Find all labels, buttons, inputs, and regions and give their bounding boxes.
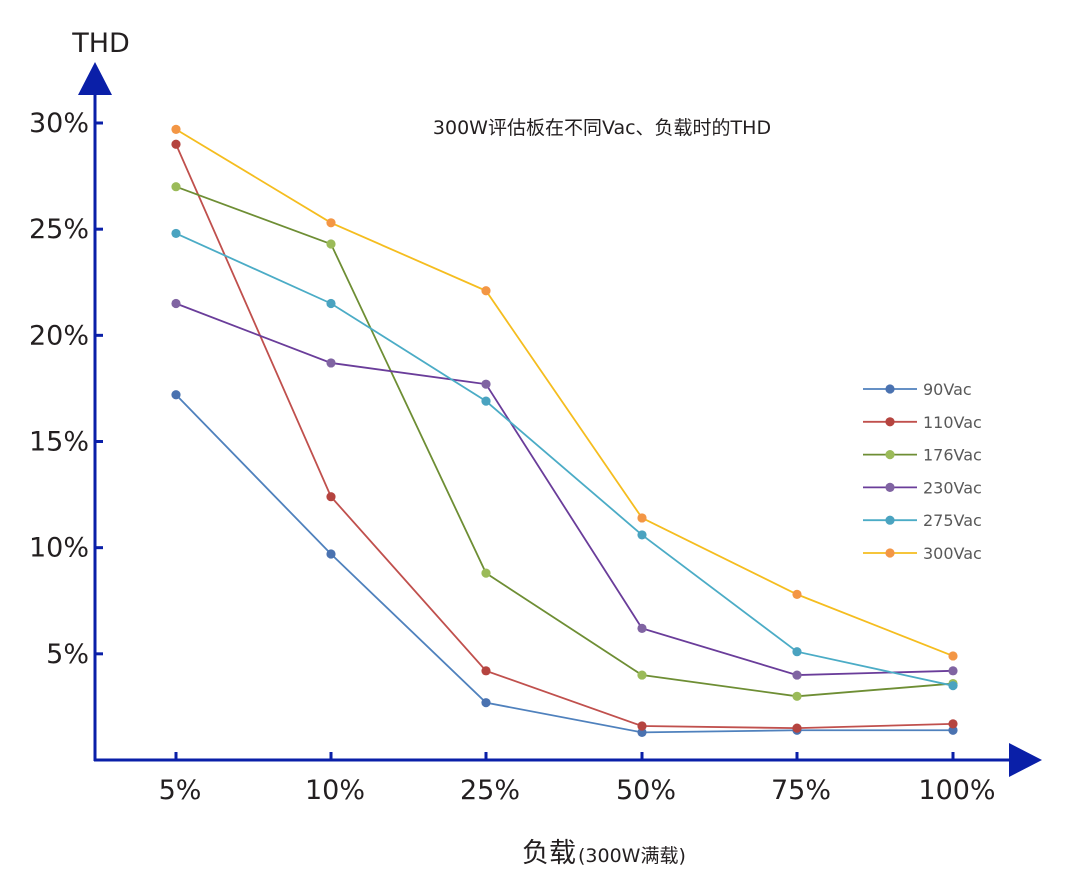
series-110Vac <box>171 139 958 733</box>
x-tick-label: 100% <box>918 775 995 806</box>
legend-label: 110Vac <box>923 413 982 432</box>
data-point <box>326 549 336 559</box>
legend-item: 300Vac <box>863 544 982 563</box>
legend-label: 275Vac <box>923 511 982 530</box>
data-point <box>326 218 336 228</box>
legend-marker <box>885 417 895 427</box>
data-point <box>171 390 181 400</box>
y-axis-label: THD <box>71 28 130 59</box>
series-line <box>175 128 954 657</box>
series-275Vac <box>171 228 958 691</box>
y-tick-label: 15% <box>29 427 89 458</box>
data-point <box>481 286 491 296</box>
x-tick-label: 10% <box>305 775 365 806</box>
legend-marker <box>885 515 895 525</box>
data-point <box>326 358 336 368</box>
y-tick-label: 25% <box>29 214 89 245</box>
legend-label: 176Vac <box>923 446 982 465</box>
series-300Vac <box>171 124 958 661</box>
legend-marker <box>885 482 895 492</box>
axes: 5% 10% 15% 20% 25% 30% 5% 10% 25% 50% 75% 100% <box>29 62 1042 806</box>
series-90Vac <box>171 390 958 737</box>
series-230Vac <box>171 298 958 680</box>
data-point <box>792 647 802 657</box>
data-point <box>481 568 491 578</box>
y-axis-arrow-icon <box>78 62 112 95</box>
data-point <box>792 670 802 680</box>
legend-label: 90Vac <box>923 380 972 399</box>
legend-marker <box>885 450 895 460</box>
x-axis-label: 负载 <box>522 838 576 869</box>
data-point <box>171 228 181 239</box>
x-axis-label-note: (300W满载) <box>578 845 686 867</box>
data-point <box>792 691 802 701</box>
legend-item: 275Vac <box>863 511 982 530</box>
data-point <box>948 725 958 735</box>
legend-item: 176Vac <box>863 446 982 465</box>
x-tick-label: 5% <box>159 775 202 806</box>
data-point <box>481 379 491 389</box>
data-point <box>637 670 647 680</box>
data-point <box>637 727 647 737</box>
data-point <box>637 721 647 731</box>
series-line <box>175 232 954 687</box>
data-point <box>792 589 802 599</box>
data-point <box>948 719 958 729</box>
data-point <box>326 298 336 309</box>
legend-label: 300Vac <box>923 544 982 563</box>
series-line <box>175 394 953 734</box>
data-point <box>326 239 336 249</box>
data-point <box>326 492 336 502</box>
series-176Vac <box>171 182 958 701</box>
data-point <box>171 182 181 192</box>
series-line <box>175 143 954 730</box>
series-line <box>175 302 954 676</box>
legend-item: 110Vac <box>863 413 982 432</box>
x-tick-label: 50% <box>616 775 676 806</box>
data-point <box>948 681 958 691</box>
data-point <box>948 651 958 661</box>
x-axis-arrow-icon <box>1009 743 1042 777</box>
data-point <box>171 298 181 309</box>
chart-title: 300W评估板在不同Vac、负载时的THD <box>433 117 771 139</box>
data-point <box>637 530 647 540</box>
x-tick-label: 25% <box>460 775 520 806</box>
data-point <box>637 513 647 523</box>
data-point <box>637 623 647 633</box>
series-line <box>175 185 954 698</box>
y-tick-label: 5% <box>46 639 89 670</box>
data-point <box>948 666 958 676</box>
y-tick-label: 30% <box>29 108 89 139</box>
data-point <box>171 124 181 134</box>
data-point <box>481 396 491 406</box>
data-point <box>481 666 491 676</box>
legend-marker <box>885 384 895 394</box>
y-tick-label: 10% <box>29 533 89 564</box>
data-point <box>792 723 802 733</box>
data-point <box>481 698 491 708</box>
legend-marker <box>885 548 895 558</box>
y-tick-label: 20% <box>29 320 89 351</box>
series-group <box>171 124 958 737</box>
legend: 90Vac 110Vac 176Vac 230Vac 275Vac 300Vac <box>863 380 982 563</box>
x-tick-label: 75% <box>771 775 831 806</box>
legend-item: 230Vac <box>863 478 982 497</box>
data-point <box>171 139 181 149</box>
legend-label: 230Vac <box>923 478 982 497</box>
legend-item: 90Vac <box>863 380 972 399</box>
